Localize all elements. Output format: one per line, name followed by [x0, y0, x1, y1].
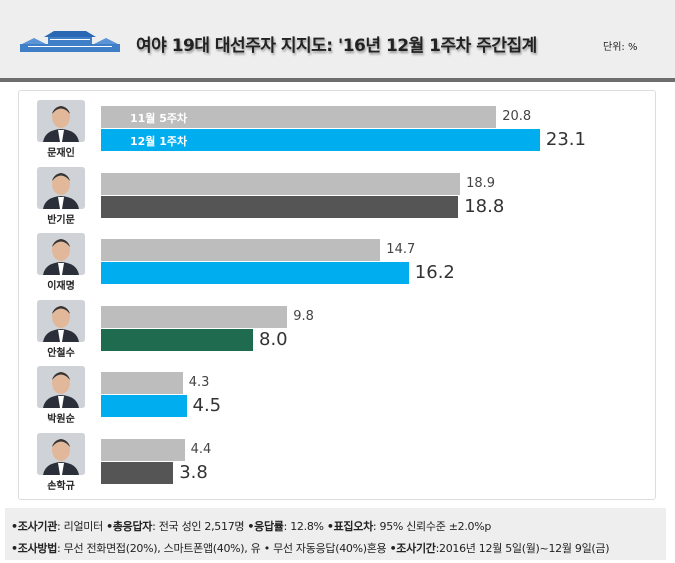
- candidate-name: 이재명: [47, 281, 75, 292]
- value-label-current: 4.5: [192, 395, 222, 416]
- info-key: •총응답자: [106, 520, 153, 533]
- info-key: •표집오차: [326, 520, 373, 533]
- candidate-photo: [37, 299, 85, 342]
- candidate-name: 문재인: [47, 148, 75, 159]
- value-label-current: 23.1: [545, 129, 586, 150]
- value-label-prev: 14.7: [386, 242, 416, 257]
- info-value: : 무선 전화면접(20%), 스마트폰앱(40%), 유 • 무선 자동응답(…: [57, 542, 390, 555]
- value-label-prev: 20.8: [502, 109, 532, 124]
- info-key: •조사기간: [389, 542, 436, 555]
- survey-info: •조사기관: 리얼미터 •총응답자: 전국 성인 2,517명 •응답률: 12…: [5, 508, 666, 560]
- info-value: : 95% 신뢰수준 ±2.0%p: [372, 520, 492, 533]
- candidate-photo: [37, 100, 85, 142]
- candidate-name: 안철수: [47, 347, 75, 359]
- bar-current-week: [101, 129, 540, 151]
- candidate-photo: [37, 366, 85, 408]
- bar-current-week: [101, 461, 174, 484]
- candidate-photo: [37, 432, 85, 475]
- chart-panel: [18, 90, 656, 500]
- legend-prev-week: 11월 5주차: [130, 112, 188, 125]
- value-label-current: 3.8: [179, 461, 208, 483]
- bar-current-week: [101, 395, 187, 417]
- bar-prev-week: [101, 438, 185, 461]
- legend-current-week: 12월 1주차: [130, 135, 188, 148]
- bar-prev-week: [101, 239, 381, 261]
- bar-current-week: [101, 195, 459, 218]
- unit-label: 단위: %: [603, 42, 638, 53]
- value-label-prev: 9.8: [293, 308, 314, 324]
- bar-prev-week: [101, 372, 183, 394]
- bar-current-week: [101, 328, 253, 351]
- info-value: : 전국 성인 2,517명: [152, 520, 248, 533]
- info-key: •조사방법: [11, 542, 58, 555]
- header: 여야 19대 대선주자 지지도: '16년 12월 1주차 주간집계 단위: %: [0, 0, 675, 82]
- bar-prev-week: [101, 106, 497, 128]
- chart-title: 여야 19대 대선주자 지지도: '16년 12월 1주차 주간집계: [136, 36, 537, 56]
- value-label-current: 8.0: [259, 328, 288, 350]
- info-value: :2016년 12월 5일(월)~12월 9일(금): [435, 542, 610, 555]
- survey-info-line-2: •조사방법: 무선 전화면접(20%), 스마트폰앱(40%), 유 • 무선 …: [11, 540, 610, 556]
- info-value: : 12.8%: [283, 520, 327, 533]
- candidate-name: 반기문: [47, 214, 75, 226]
- value-label-prev: 4.4: [190, 441, 212, 457]
- bar-prev-week: [101, 305, 288, 328]
- survey-info-line-1: •조사기관: 리얼미터 •총응답자: 전국 성인 2,517명 •응답률: 12…: [11, 518, 491, 534]
- info-key: •조사기관: [11, 520, 58, 533]
- value-label-current: 18.8: [464, 195, 505, 217]
- bar-current-week: [101, 262, 409, 284]
- blue-house-logo-icon: [20, 31, 120, 52]
- candidate-name: 손학규: [47, 480, 75, 492]
- info-key: •응답률: [247, 520, 284, 533]
- value-label-prev: 18.9: [466, 175, 496, 191]
- candidate-name: 박원순: [47, 414, 75, 425]
- bar-prev-week: [101, 172, 461, 195]
- value-label-prev: 4.3: [188, 375, 210, 390]
- candidate-photo: [37, 233, 85, 275]
- candidate-photo: [37, 166, 85, 209]
- value-label-current: 16.2: [414, 262, 455, 283]
- info-value: : 리얼미터: [57, 520, 107, 533]
